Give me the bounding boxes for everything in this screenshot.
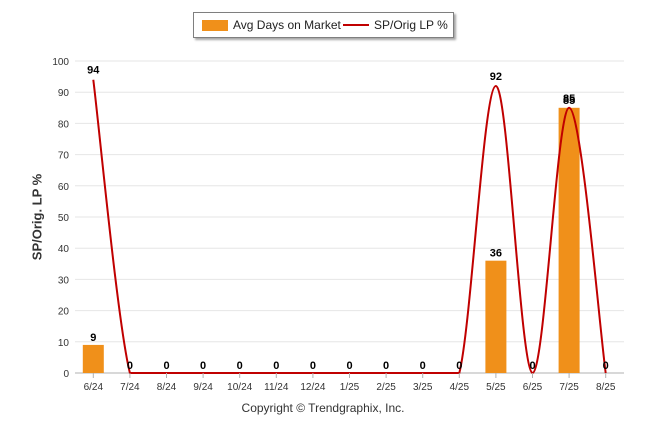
line-series xyxy=(92,79,607,375)
x-tick-label: 6/25 xyxy=(523,382,543,393)
legend-line-label: SP/Orig LP % xyxy=(374,18,448,32)
bar-data-label: 0 xyxy=(346,360,352,372)
y-tick-label: 10 xyxy=(58,338,70,349)
bar-data-label: 36 xyxy=(490,248,502,260)
bar-data-label: 0 xyxy=(237,360,243,372)
bar-data-label: 0 xyxy=(310,360,316,372)
y-tick-label: 0 xyxy=(63,369,69,380)
line-data-label: 92 xyxy=(490,71,502,83)
x-tick-label: 11/24 xyxy=(264,382,289,393)
x-tick-label: 6/24 xyxy=(84,382,104,393)
y-tick-labels: 0 10 20 30 40 50 60 70 80 90 100 xyxy=(52,57,69,380)
bars xyxy=(82,107,580,374)
bar-data-label: 0 xyxy=(456,360,462,372)
line-data-label: 85 xyxy=(563,93,575,105)
legend-line-swatch xyxy=(343,24,369,26)
x-tick-label: 8/25 xyxy=(596,382,616,393)
x-tick-label: 10/24 xyxy=(227,382,252,393)
x-tick-label: 4/25 xyxy=(450,382,470,393)
x-tick-label: 3/25 xyxy=(413,382,433,393)
x-tick-label: 7/25 xyxy=(559,382,579,393)
bar xyxy=(82,344,104,373)
y-tick-label: 90 xyxy=(58,88,70,99)
x-tick-label: 12/24 xyxy=(300,382,325,393)
copyright-text: Copyright © Trendgraphix, Inc. xyxy=(241,401,405,415)
bar-data-label: 85 xyxy=(563,95,575,107)
legend-item-bar[interactable]: Avg Days on Market xyxy=(202,13,341,37)
bar-data-label: 0 xyxy=(163,360,169,372)
bar-data-label: 0 xyxy=(603,360,609,372)
grid-lines xyxy=(75,60,624,374)
y-tick-label: 70 xyxy=(58,151,70,162)
y-tick-label: 40 xyxy=(58,244,70,255)
y-tick-label: 30 xyxy=(58,275,70,286)
bar-data-label: 0 xyxy=(200,360,206,372)
legend: Avg Days on Market SP/Orig LP % xyxy=(193,12,454,38)
bar xyxy=(558,107,580,374)
x-tick-label: 5/25 xyxy=(486,382,506,393)
line-data-label: 94 xyxy=(87,65,100,77)
x-tick-labels: 6/24 7/24 8/24 9/24 10/24 11/24 12/24 1/25 2/25 3… xyxy=(84,373,616,393)
legend-bar-swatch xyxy=(202,19,228,31)
bar xyxy=(485,260,507,373)
x-tick-label: 2/25 xyxy=(376,382,396,393)
bar-data-label: 0 xyxy=(383,360,389,372)
y-axis-title: SP/Orig. LP % xyxy=(29,173,45,261)
line-path xyxy=(92,79,607,375)
bar-data-label: 0 xyxy=(127,360,133,372)
y-tick-label: 20 xyxy=(58,307,70,318)
bar-data-label: 0 xyxy=(420,360,426,372)
bar-data-label: 9 xyxy=(90,332,96,344)
y-tick-label: 80 xyxy=(58,119,70,130)
x-tick-label: 7/24 xyxy=(120,382,140,393)
y-tick-label: 60 xyxy=(58,182,70,193)
legend-item-line[interactable]: SP/Orig LP % xyxy=(343,13,448,37)
x-tick-label: 1/25 xyxy=(340,382,360,393)
bar-data-label: 0 xyxy=(529,360,535,372)
y-tick-label: 100 xyxy=(52,57,69,68)
legend-bar-label: Avg Days on Market xyxy=(233,18,341,32)
bar-data-label: 0 xyxy=(273,360,279,372)
x-tick-label: 8/24 xyxy=(157,382,177,393)
x-tick-label: 9/24 xyxy=(193,382,213,393)
y-tick-label: 50 xyxy=(58,213,70,224)
